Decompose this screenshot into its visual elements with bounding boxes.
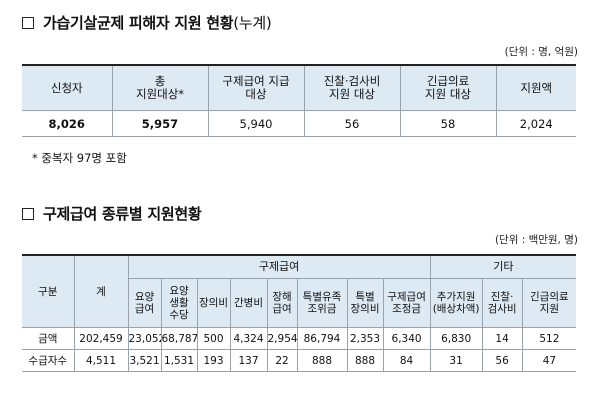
header-special-funeral: 특별 장의비: [346, 278, 384, 328]
table-cell: 2,954: [266, 327, 298, 350]
table-cell: 31: [429, 349, 483, 372]
value-exam-eligible: 56: [303, 110, 401, 137]
table-cell: 137: [229, 349, 268, 372]
table-cell: 4,324: [229, 327, 268, 350]
header-relief-adjustment: 구제급여 조정금: [382, 278, 431, 328]
row-label-recipients: 수급자수: [22, 349, 75, 372]
checkbox-square-icon: [22, 16, 34, 29]
table-row: 8,026 5,957 5,940 56 58 2,024: [22, 110, 576, 137]
table-cell: 193: [196, 349, 231, 372]
header-additional-support: 추가지원 (배상차액): [429, 278, 483, 328]
table-cell: 500: [196, 327, 231, 350]
section1-title: 가습기살균제 피해자 지원 현황 (누계): [22, 12, 272, 33]
section2-unit: (단위 : 백만원, 명): [494, 234, 578, 246]
table-cell: 6,830: [429, 327, 483, 350]
header-total-eligible: 총 지원대상*: [111, 64, 209, 111]
header-group-other: 기타: [429, 254, 577, 279]
header-disability: 장해 급여: [266, 278, 298, 328]
table-cell: 888: [296, 349, 348, 372]
table-group-header-row: 구분 계 구제급여 기타: [22, 254, 577, 328]
value-relief-eligible: 5,940: [207, 110, 305, 137]
value-emergency-eligible: 58: [399, 110, 497, 137]
table-row: 금액 202,459 23,052 68,787 500 4,324 2,954…: [22, 327, 577, 350]
table-cell: 2,353: [346, 327, 384, 350]
value-support-amount: 2,024: [495, 110, 576, 137]
table-row: 수급자수 4,511 3,521 1,531 193 137 22 888 88…: [22, 349, 577, 372]
header-medical-care: 요양 급여: [128, 278, 162, 328]
table-cell: 14: [481, 327, 523, 350]
table-cell: 512: [521, 327, 577, 350]
footnote: * 중복자 97명 포함: [32, 151, 127, 165]
table-cell: 6,340: [382, 327, 431, 350]
header-relief-eligible: 구제급여 지급 대상: [207, 64, 305, 111]
header-special-condolence: 특별유족 조위금: [296, 278, 348, 328]
checkbox-square-icon: [22, 207, 34, 220]
relief-type-table: 구분 계 구제급여 기타 요양 급여 요양 생활 수당 장의비 간병비 장해 급여 특별…: [22, 254, 577, 372]
table-cell: 23,052: [127, 327, 162, 350]
section1-title-suffix: (누계): [233, 14, 272, 32]
header-emergency-medical: 긴급의료 지원: [521, 278, 577, 328]
table-cell: 1,531: [160, 349, 198, 372]
table-cell: 3,521: [127, 349, 162, 372]
table-cell: 47: [521, 349, 577, 372]
table-cell: 56: [481, 349, 523, 372]
table-cell: 888: [346, 349, 384, 372]
section2-title: 구제급여 종류별 지원현황: [22, 203, 202, 224]
value-total-eligible: 5,957: [111, 110, 209, 137]
header-emergency-eligible: 긴급의료 지원 대상: [399, 64, 497, 111]
header-living-allowance: 요양 생활 수당: [160, 278, 198, 328]
header-exam-cost: 진찰· 검사비: [481, 278, 523, 328]
header-funeral: 장의비: [196, 278, 231, 328]
header-group-relief: 구제급여: [127, 254, 431, 279]
table-cell: 86,794: [296, 327, 348, 350]
section1-unit: (단위 : 명, 억원): [504, 46, 578, 58]
table-sub-header-row: 요양 급여 요양 생활 수당 장의비 간병비 장해 급여 특별유족 조위금 특별 장의비 구…: [22, 278, 577, 328]
section1-title-text: 가습기살균제 피해자 지원 현황: [43, 14, 234, 32]
table-cell: 22: [266, 349, 298, 372]
header-total: 계: [73, 254, 129, 328]
row-label-amount: 금액: [22, 327, 75, 350]
header-gubun: 구분: [22, 254, 75, 328]
header-support-amount: 지원액: [495, 64, 576, 111]
table-cell: 4,511: [73, 349, 129, 372]
header-exam-eligible: 진찰·검사비 지원 대상: [303, 64, 401, 111]
table-cell: 84: [382, 349, 431, 372]
header-nursing: 간병비: [229, 278, 268, 328]
header-applicants: 신청자: [22, 64, 113, 111]
table-header-row: 신청자 총 지원대상* 구제급여 지급 대상 진찰·검사비 지원 대상 긴급의료 지원 …: [22, 64, 576, 111]
table-cell: 202,459: [73, 327, 129, 350]
support-summary-table: 신청자 총 지원대상* 구제급여 지급 대상 진찰·검사비 지원 대상 긴급의료 지원 …: [22, 64, 576, 137]
table-cell: 68,787: [160, 327, 198, 350]
section2-title-text: 구제급여 종류별 지원현황: [43, 205, 202, 223]
value-applicants: 8,026: [22, 110, 113, 137]
